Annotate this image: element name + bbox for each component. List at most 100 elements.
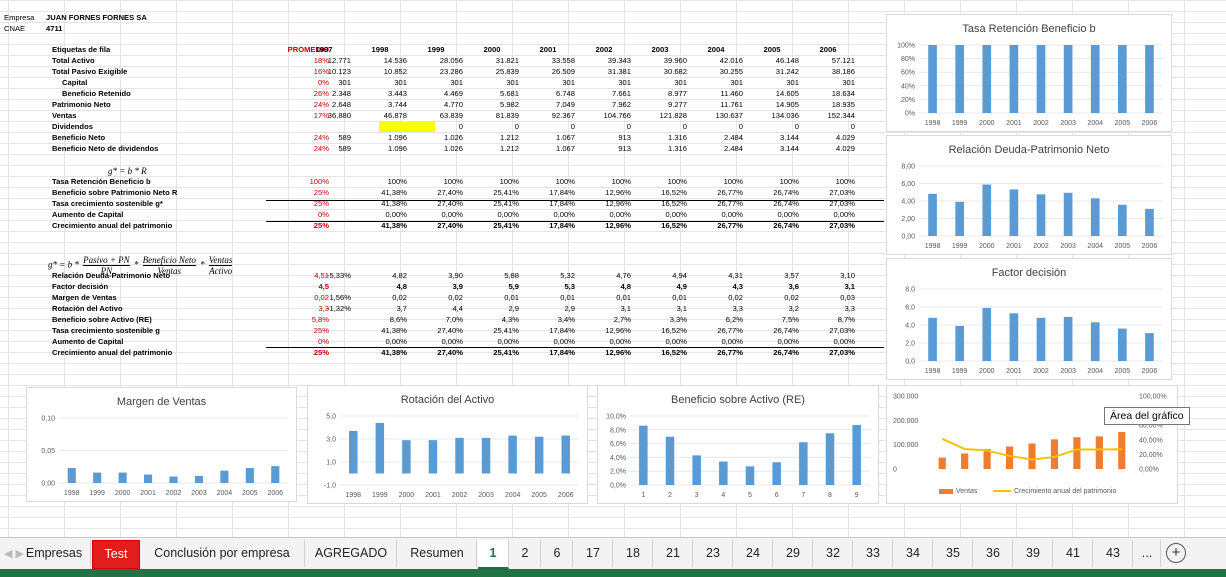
- value-cell[interactable]: 2,7%: [613, 315, 631, 324]
- value-cell[interactable]: 1.096: [387, 133, 407, 142]
- header-cell[interactable]: 2005: [763, 45, 781, 54]
- row-label[interactable]: Margen de Ventas: [52, 293, 117, 302]
- value-cell[interactable]: 17,84%: [549, 326, 575, 335]
- value-cell[interactable]: 9.277: [667, 100, 687, 109]
- value-cell[interactable]: 12,96%: [605, 188, 631, 197]
- value-cell[interactable]: 3,10: [840, 271, 855, 280]
- header-cell[interactable]: Etiquetas de fila: [52, 45, 111, 54]
- value-cell[interactable]: 25,41%: [493, 221, 519, 230]
- bar[interactable]: [271, 466, 280, 483]
- bar[interactable]: [982, 45, 992, 113]
- average-cell[interactable]: 16%: [313, 67, 329, 76]
- value-cell[interactable]: 4,8: [396, 282, 407, 291]
- value-cell[interactable]: 0,00%: [441, 210, 463, 219]
- value-cell[interactable]: 3.744: [387, 100, 407, 109]
- bar[interactable]: [825, 433, 835, 485]
- value-cell[interactable]: 1.316: [667, 133, 687, 142]
- value-cell[interactable]: 4,8: [620, 282, 631, 291]
- value-cell[interactable]: 12,96%: [605, 348, 631, 357]
- value-cell[interactable]: 0,00%: [777, 210, 799, 219]
- value-cell[interactable]: 57.121: [831, 56, 855, 65]
- bar[interactable]: [772, 462, 781, 485]
- value-cell[interactable]: -5,33%: [326, 271, 351, 280]
- value-cell[interactable]: 4,76: [616, 271, 631, 280]
- value-cell[interactable]: 0,00%: [721, 337, 743, 346]
- row-label[interactable]: Relación Deuda-Patrimonio Neto: [52, 271, 171, 280]
- sheet-tab-21[interactable]: 21: [654, 540, 693, 567]
- bar[interactable]: [852, 424, 861, 485]
- value-cell[interactable]: 301: [338, 78, 351, 87]
- row-label[interactable]: Beneficio sobre Patrimonio Neto R: [52, 188, 178, 197]
- bar[interactable]: [1117, 328, 1127, 361]
- average-cell[interactable]: 0%: [318, 78, 329, 87]
- value-cell[interactable]: 3,6: [788, 282, 799, 291]
- value-cell[interactable]: 36.880: [327, 111, 351, 120]
- value-cell[interactable]: 0,00%: [553, 337, 575, 346]
- value-cell[interactable]: 12.771: [327, 56, 351, 65]
- value-cell[interactable]: 1.096: [387, 144, 407, 153]
- value-cell[interactable]: 3,2: [788, 304, 799, 313]
- value-cell[interactable]: 4,3: [732, 282, 743, 291]
- value-cell[interactable]: 3,1: [620, 304, 631, 313]
- bar[interactable]: [1063, 45, 1073, 113]
- value-cell[interactable]: 16,52%: [661, 188, 687, 197]
- bar[interactable]: [194, 475, 204, 483]
- chart-factor-decision[interactable]: Factor decisión 0,0 2,0 4,0 6,0 8,0 1998 1999 20…: [886, 258, 1172, 380]
- sheet-tab-agregado[interactable]: AGREGADO: [306, 540, 397, 567]
- row-label[interactable]: Crecimiento anual del patrimonio: [52, 221, 173, 230]
- bar[interactable]: [1145, 45, 1154, 113]
- value-cell[interactable]: 39.343: [607, 56, 631, 65]
- value-cell[interactable]: 63.839: [439, 111, 463, 120]
- value-cell[interactable]: 0,01: [616, 293, 631, 302]
- value-cell[interactable]: 26,77%: [717, 199, 743, 208]
- bar[interactable]: [67, 468, 76, 483]
- bar[interactable]: [983, 449, 991, 469]
- value-cell[interactable]: 0,00%: [665, 337, 687, 346]
- average-cell[interactable]: 5,8%: [311, 315, 329, 324]
- value-cell[interactable]: 0,03: [840, 293, 855, 302]
- bar[interactable]: [1090, 45, 1100, 113]
- bar[interactable]: [938, 457, 946, 469]
- average-cell[interactable]: 0%: [318, 210, 329, 219]
- value-cell[interactable]: 26,74%: [773, 221, 799, 230]
- value-cell[interactable]: 0: [682, 122, 687, 131]
- value-cell[interactable]: 41,38%: [381, 326, 407, 335]
- value-cell[interactable]: 0,00%: [833, 337, 855, 346]
- value-cell[interactable]: 31.821: [495, 56, 519, 65]
- bar[interactable]: [1145, 208, 1154, 236]
- row-label[interactable]: Crecimiento anual del patrimonio: [52, 348, 173, 357]
- average-cell[interactable]: 4,51: [314, 271, 329, 280]
- value-cell[interactable]: 33.558: [551, 56, 575, 65]
- value-cell[interactable]: 301: [842, 78, 855, 87]
- value-cell[interactable]: 3,57: [784, 271, 799, 280]
- value-cell[interactable]: 41,38%: [381, 199, 407, 208]
- value-cell[interactable]: 25,41%: [493, 199, 519, 208]
- sheet-tab-36[interactable]: 36: [974, 540, 1013, 567]
- average-cell[interactable]: 3,3: [318, 304, 329, 313]
- value-cell[interactable]: 0,01: [504, 293, 519, 302]
- bar[interactable]: [143, 474, 153, 483]
- value-cell[interactable]: 0,01: [672, 293, 687, 302]
- value-cell[interactable]: 27,03%: [829, 348, 855, 357]
- bar[interactable]: [955, 325, 965, 361]
- sheet-tab-17[interactable]: 17: [574, 540, 613, 567]
- value-cell[interactable]: 913: [618, 144, 631, 153]
- value-cell[interactable]: 26,74%: [773, 348, 799, 357]
- sheet-tab-test[interactable]: Test: [92, 540, 140, 569]
- bar[interactable]: [1036, 317, 1046, 361]
- value-cell[interactable]: 16,52%: [661, 348, 687, 357]
- row-label[interactable]: Patrimonio Neto: [52, 100, 111, 109]
- average-cell[interactable]: 24%: [313, 133, 329, 142]
- row-label[interactable]: Beneficio Neto: [52, 133, 106, 142]
- bar[interactable]: [961, 453, 969, 469]
- value-cell[interactable]: 5,3: [564, 282, 575, 291]
- bar[interactable]: [1090, 198, 1100, 236]
- bar[interactable]: [1005, 446, 1014, 469]
- value-cell[interactable]: 92.367: [551, 111, 575, 120]
- average-cell[interactable]: 25%: [313, 326, 329, 335]
- value-cell[interactable]: 17,84%: [549, 221, 575, 230]
- value-cell[interactable]: 2.484: [723, 144, 743, 153]
- value-cell[interactable]: 25,41%: [493, 188, 519, 197]
- bar[interactable]: [428, 440, 438, 474]
- value-cell[interactable]: 4.029: [835, 133, 855, 142]
